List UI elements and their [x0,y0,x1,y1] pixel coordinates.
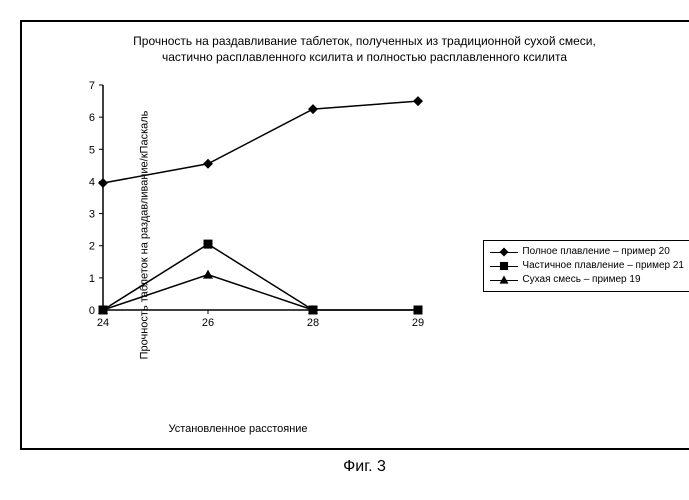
title-line1: Прочность на раздавливание таблеток, пол… [133,34,596,48]
legend-box: Полное плавление – пример 20Частичное пл… [483,240,689,292]
svg-text:24: 24 [97,317,109,329]
legend-swatch [490,246,518,258]
chart-frame: Прочность на раздавливание таблеток, пол… [20,20,689,450]
svg-text:26: 26 [202,317,214,329]
legend-label: Полное плавление – пример 20 [522,245,669,259]
legend-swatch [490,260,518,272]
svg-text:6: 6 [89,112,95,124]
figure-caption: Фиг. 3 [20,458,689,476]
plot-container: Прочность таблеток на раздавливание/кПас… [28,75,689,395]
legend-item: Полное плавление – пример 20 [490,245,684,259]
svg-text:2: 2 [89,241,95,253]
chart-title: Прочность на раздавливание таблеток, пол… [58,34,671,65]
title-line2: частично расплавленного ксилита и полнос… [162,50,567,64]
legend-item: Сухая смесь – пример 19 [490,273,684,287]
svg-text:5: 5 [89,144,95,156]
svg-text:0: 0 [89,305,95,317]
legend-swatch [490,274,518,286]
x-axis-label: Установленное расстояние [68,423,408,435]
svg-text:1: 1 [89,273,95,285]
svg-text:29: 29 [412,317,424,329]
plot-svg: 0 1 2 3 4 5 6 7 24 26 28 29 [68,75,428,335]
svg-text:4: 4 [89,177,95,189]
svg-text:28: 28 [307,317,319,329]
legend-label: Частичное плавление – пример 21 [522,259,684,273]
svg-text:3: 3 [89,209,95,221]
legend-item: Частичное плавление – пример 21 [490,259,684,273]
svg-text:7: 7 [89,80,95,92]
legend-label: Сухая смесь – пример 19 [522,273,640,287]
